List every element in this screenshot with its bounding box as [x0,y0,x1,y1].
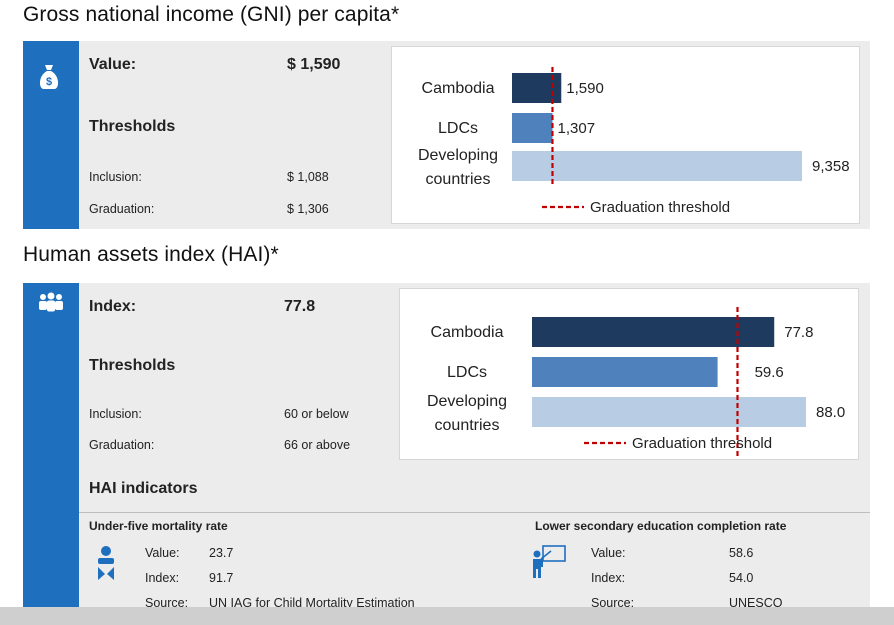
gni-section-title: Gross national income (GNI) per capita* [23,3,400,26]
bar-ldcs [512,113,553,143]
indicator-title: Under-five mortality rate [89,519,228,533]
indicator-index-label: Index: [145,571,180,585]
gni-thresholds-heading: Thresholds [89,118,176,135]
indicator-index-label: Index: [591,571,626,585]
data-label: 88.0 [816,404,845,421]
people-group-icon [39,292,63,312]
hai-inclusion-value: 60 or below [284,407,349,421]
hai-chart-svg: Cambodia 77.8 LDCs 59.6 Developing countries 8… [427,307,845,459]
bar-ldcs [532,357,718,387]
hai-thresholds-heading: Thresholds [89,357,176,374]
bar-developing-countries [512,151,802,181]
data-label: 77.8 [784,324,813,341]
gni-graduation-value: $ 1,306 [287,202,329,216]
gni-value-label: Value: [89,56,137,73]
hai-chart: Cambodia 77.8 LDCs 59.6 Developing countries 8… [399,288,859,460]
data-label: 59.6 [755,364,784,381]
legend-threshold-label: Graduation threshold [632,435,772,452]
svg-text:$: $ [46,76,52,88]
hai-panel: Index: 77.8 Thresholds Inclusion: 60 or … [23,283,870,607]
gni-inclusion-label: Inclusion: [89,170,142,184]
gni-value: $ 1,590 [287,56,341,73]
horizontal-scrollbar[interactable] [0,607,894,625]
hai-graduation-label: Graduation: [89,438,155,452]
indicator-value: 58.6 [729,546,754,560]
hai-index-label: Index: [89,298,137,315]
category-label: Cambodia [422,80,495,97]
category-label: countries [435,417,500,434]
indicator-index: 91.7 [209,571,234,585]
indicator-source: UN IAG for Child Mortality Estimation [209,596,415,610]
gni-chart-svg: Cambodia 1,590 LDCs 1,307 Developing countrie… [418,67,850,216]
category-label: Cambodia [431,324,504,341]
indicator-index: 54.0 [729,571,754,585]
bar-cambodia [532,317,775,347]
legend-threshold-label: Graduation threshold [590,199,730,216]
data-label: 9,358 [812,158,850,175]
category-label: countries [426,171,491,188]
indicator-source-label: Source: [591,596,635,610]
category-label: LDCs [447,364,487,381]
indicator-title: Lower secondary education completion rat… [535,519,787,533]
child-icon [98,546,114,580]
hai-index-value: 77.8 [284,298,316,315]
bar-developing-countries [532,397,806,427]
indicator-source-label: Source: [145,596,189,610]
hai-inclusion-label: Inclusion: [89,407,142,421]
indicator-value: 23.7 [209,546,234,560]
indicator-value-label: Value: [145,546,180,560]
hai-graduation-value: 66 or above [284,438,351,452]
gni-side-bar: $ [23,41,79,229]
gni-graduation-label: Graduation: [89,202,155,216]
category-label: Developing [418,147,498,164]
hai-section-title: Human assets index (HAI)* [23,243,279,266]
hai-indicators-heading: HAI indicators [89,480,198,497]
category-label: LDCs [438,120,478,137]
indicators-divider [79,512,870,513]
gni-panel: $ Value: $ 1,590 Thresholds Inclusion: $… [23,41,870,229]
data-label: 1,590 [566,80,604,97]
hai-side-bar [23,283,79,607]
data-label: 1,307 [558,120,596,137]
category-label: Developing [427,393,507,410]
teacher-icon [533,545,566,578]
indicator-value-label: Value: [591,546,626,560]
money-bag-icon: $ [39,65,59,89]
bar-cambodia [512,73,562,103]
indicator-source: UNESCO [729,596,783,610]
gni-inclusion-value: $ 1,088 [287,170,329,184]
gni-chart: Cambodia 1,590 LDCs 1,307 Developing countrie… [391,46,860,224]
